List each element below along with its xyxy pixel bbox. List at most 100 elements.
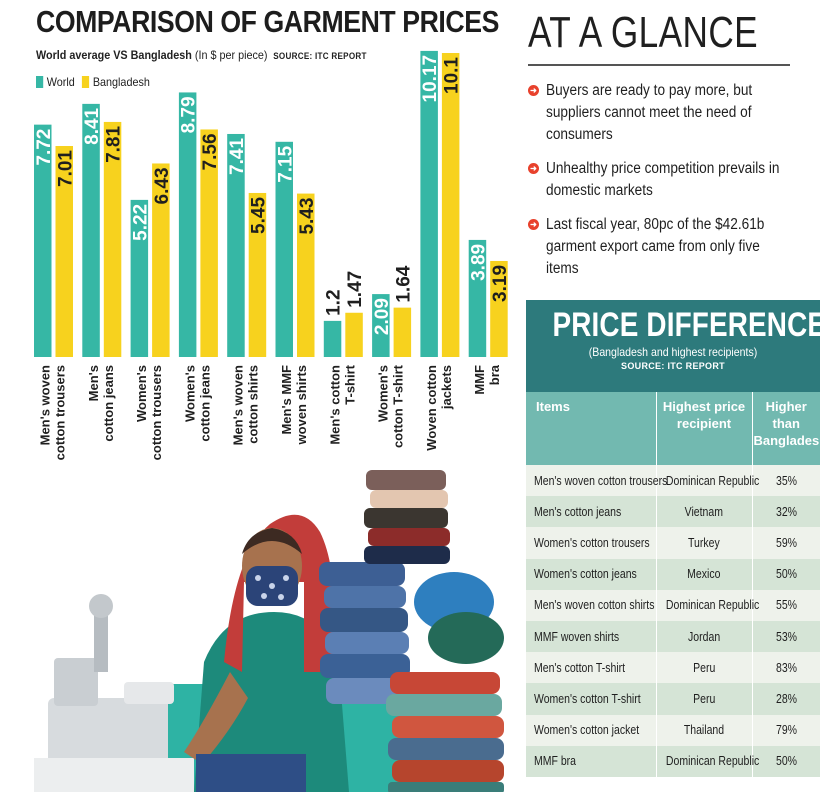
cell-recipient: Dominican Republic — [655, 745, 759, 777]
category-label: Women'scotton jeans — [182, 365, 212, 442]
category-label-line: T-shirt — [342, 364, 357, 404]
cell-item: MMF woven shirts — [526, 620, 656, 653]
chart-subtitle-text: World average VS Bangladesh — [36, 48, 192, 62]
bar-world — [34, 124, 52, 358]
bar-bangladesh — [55, 146, 73, 357]
table-row: Women's cotton jacket Thailand 79% — [526, 714, 820, 746]
legend-swatch-world — [36, 76, 44, 88]
cell-recipient: Dominican Republic — [655, 589, 759, 621]
cell-item: Women's cotton jeans — [526, 558, 656, 590]
glance-item: ➜ Last fiscal year, 80pc of the $42.61b … — [528, 214, 828, 280]
bar-bangladesh — [297, 193, 315, 357]
price-difference-header: PRICE DIFFERENCE (Bangladesh and highest… — [526, 300, 826, 392]
column-header-items: Items — [526, 392, 656, 465]
cell-recipient: Mexico — [655, 558, 752, 590]
category-label: Men's wovencotton trousers — [38, 365, 68, 460]
category-label-line: cotton shirts — [246, 365, 261, 444]
price-difference-table: Items Highest price recipient Higher tha… — [526, 392, 827, 777]
value-label-world: 3.89 — [468, 244, 489, 281]
category-label-line: cotton trousers — [149, 365, 164, 460]
legend-label-bangladesh: Bangladesh — [92, 75, 150, 89]
value-label-bangladesh: 7.01 — [55, 150, 76, 187]
cell-recipient: Peru — [655, 652, 752, 684]
category-label-line: Men's woven — [38, 365, 53, 445]
value-label-world: 7.72 — [34, 129, 55, 166]
value-label-world: 8.41 — [82, 107, 103, 144]
legend-label-world: World — [46, 75, 75, 89]
table-row: Women's cotton T-shirt Peru 28% — [526, 683, 820, 715]
bar-world — [275, 141, 293, 357]
table-row: MMF woven shirts Jordan 53% — [526, 620, 820, 653]
glance-item: ➜ Buyers are ready to pay more, but supp… — [528, 80, 828, 146]
chart-title: COMPARISON OF GARMENT PRICES — [36, 4, 499, 39]
value-label-bangladesh: 6.43 — [152, 167, 173, 204]
value-label-bangladesh: 1.64 — [393, 265, 414, 302]
value-label-world: 1.2 — [324, 289, 345, 315]
cell-recipient: Peru — [655, 683, 752, 715]
value-label-world: 7.41 — [227, 138, 248, 175]
cell-item: Women's cotton jacket — [526, 714, 656, 746]
cell-higher: 50% — [751, 745, 820, 777]
legend-item-bangladesh: Bangladesh — [82, 75, 150, 89]
category-label: Men'scotton jeans — [86, 365, 116, 442]
legend-swatch-bangladesh — [82, 76, 90, 88]
cell-recipient: Thailand — [655, 714, 752, 746]
cell-higher: 59% — [751, 527, 820, 559]
value-label-world: 2.09 — [372, 298, 393, 335]
bar-bangladesh — [152, 163, 170, 357]
bar-world — [372, 294, 390, 357]
category-label-line: Women's — [182, 365, 197, 422]
cell-higher: 32% — [751, 496, 820, 528]
bar-world — [130, 199, 149, 357]
cell-item: MMF bra — [526, 745, 656, 777]
bar-world — [468, 239, 487, 357]
table-row: Women's cotton jeans Mexico 50% — [526, 558, 820, 590]
value-label-bangladesh: 10.1 — [442, 57, 463, 94]
cell-item: Men's woven cotton trousers — [526, 465, 667, 497]
category-label-line: cotton jeans — [101, 365, 116, 442]
arrow-bullet-icon: ➜ — [528, 85, 539, 96]
legend-item-world: World — [36, 75, 75, 89]
column-header-higher: Higher than Bangladesh — [751, 392, 827, 465]
arrow-bullet-icon: ➜ — [528, 219, 539, 230]
category-label-line: Men's — [86, 365, 101, 401]
category-label: Women'scotton T-shirt — [376, 364, 406, 448]
clothes-stack — [319, 470, 504, 792]
value-label-bangladesh: 5.43 — [297, 198, 318, 235]
bar-bangladesh — [248, 192, 267, 357]
value-label-world: 7.15 — [275, 145, 296, 182]
bar-bangladesh — [441, 53, 460, 358]
sewing-machine — [34, 594, 194, 792]
category-label-line: Women's — [376, 365, 391, 422]
value-label-world: 10.17 — [420, 55, 441, 103]
cell-higher: 83% — [751, 652, 820, 684]
table-row: MMF bra Dominican Republic 50% — [526, 745, 820, 777]
cell-higher: 50% — [751, 558, 820, 590]
bar-world — [82, 103, 100, 357]
table-row: Men's woven cotton shirts Dominican Repub… — [526, 589, 820, 621]
cell-item: Women's cotton T-shirt — [526, 683, 656, 715]
category-label-line: jackets — [439, 365, 454, 410]
bar-bangladesh — [393, 307, 412, 357]
glance-divider — [528, 64, 790, 66]
value-label-bangladesh: 1.47 — [345, 271, 366, 308]
cell-higher: 55% — [751, 589, 820, 621]
bar-world — [178, 92, 197, 357]
glance-item: ➜ Unhealthy price competition prevails i… — [528, 158, 828, 202]
cell-recipient: Turkey — [655, 527, 752, 559]
bar-bangladesh — [103, 121, 122, 357]
cell-recipient: Jordan — [655, 620, 752, 653]
category-label-line: cotton trousers — [53, 365, 68, 460]
category-label: MMFbra — [472, 364, 502, 394]
table-row: Men's cotton jeans Vietnam 32% — [526, 496, 820, 528]
bar-world — [227, 133, 245, 357]
value-label-world: 8.79 — [179, 96, 200, 133]
cell-item: Women's cotton trousers — [526, 527, 656, 559]
value-label-bangladesh: 7.56 — [200, 133, 221, 170]
table-header-row: Items Highest price recipient Higher tha… — [526, 392, 827, 465]
price-difference-subtitle: (Bangladesh and highest recipients) — [588, 345, 758, 359]
category-label: Men's cottonT-shirt — [327, 364, 357, 444]
value-label-bangladesh: 5.45 — [248, 197, 269, 234]
